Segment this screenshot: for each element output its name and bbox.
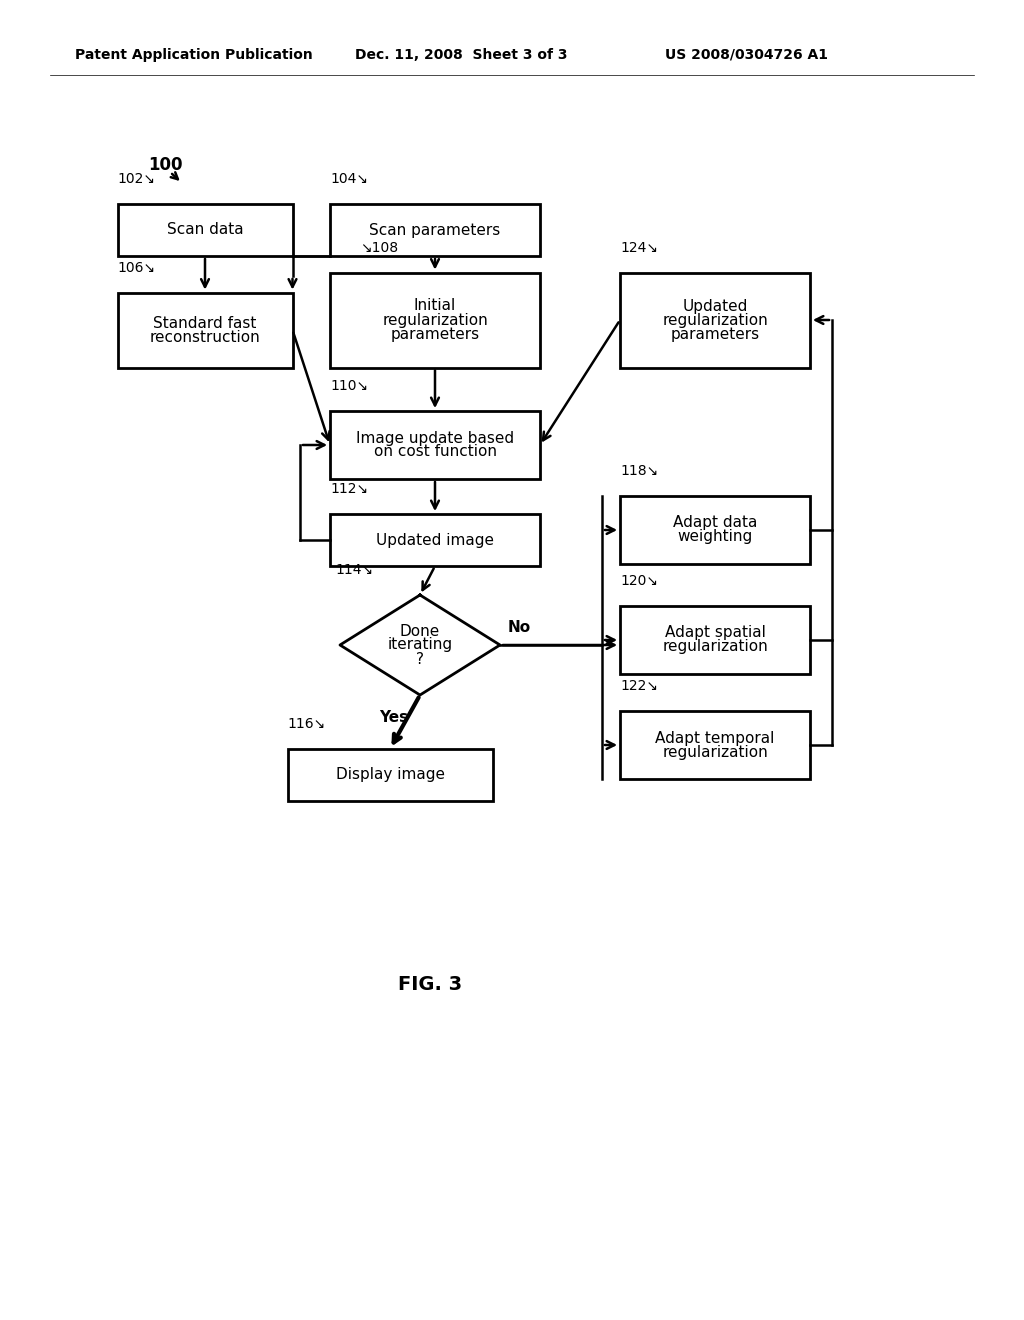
Text: ↘108: ↘108 xyxy=(360,240,398,255)
Text: regularization: regularization xyxy=(663,744,768,759)
Text: 112↘: 112↘ xyxy=(330,482,368,496)
Text: Initial: Initial xyxy=(414,298,456,314)
Text: Yes: Yes xyxy=(379,710,408,725)
Text: 114↘: 114↘ xyxy=(335,564,373,577)
Polygon shape xyxy=(340,595,500,696)
Text: Patent Application Publication: Patent Application Publication xyxy=(75,48,312,62)
Text: Adapt data: Adapt data xyxy=(673,516,757,531)
Text: Adapt temporal: Adapt temporal xyxy=(655,730,775,746)
Text: regularization: regularization xyxy=(663,313,768,327)
Text: FIG. 3: FIG. 3 xyxy=(398,975,462,994)
Bar xyxy=(620,711,810,779)
Bar xyxy=(620,272,810,367)
Text: 116↘: 116↘ xyxy=(288,717,326,731)
Text: on cost function: on cost function xyxy=(374,445,497,459)
Text: Scan parameters: Scan parameters xyxy=(370,223,501,238)
Text: 110↘: 110↘ xyxy=(330,379,368,393)
Bar xyxy=(118,293,293,367)
Text: Scan data: Scan data xyxy=(167,223,244,238)
Text: Dec. 11, 2008  Sheet 3 of 3: Dec. 11, 2008 Sheet 3 of 3 xyxy=(355,48,567,62)
Text: regularization: regularization xyxy=(382,313,487,327)
Bar xyxy=(330,272,540,367)
Text: reconstruction: reconstruction xyxy=(150,330,260,345)
Bar xyxy=(620,606,810,675)
Text: 102↘: 102↘ xyxy=(118,172,156,186)
Text: parameters: parameters xyxy=(671,326,760,342)
Text: Updated: Updated xyxy=(682,298,748,314)
Text: Image update based: Image update based xyxy=(356,430,514,446)
Text: No: No xyxy=(508,620,531,635)
Text: US 2008/0304726 A1: US 2008/0304726 A1 xyxy=(665,48,828,62)
Bar xyxy=(330,411,540,479)
Text: Done: Done xyxy=(400,623,440,639)
Text: 118↘: 118↘ xyxy=(620,465,658,478)
Text: ?: ? xyxy=(416,652,424,667)
Text: Standard fast: Standard fast xyxy=(154,315,257,330)
Text: 124↘: 124↘ xyxy=(620,240,658,255)
Text: iterating: iterating xyxy=(387,638,453,652)
Text: Updated image: Updated image xyxy=(376,532,494,548)
Bar xyxy=(288,748,493,801)
Text: regularization: regularization xyxy=(663,639,768,655)
Text: Display image: Display image xyxy=(336,767,444,783)
Text: weighting: weighting xyxy=(677,529,753,544)
Text: Adapt spatial: Adapt spatial xyxy=(665,626,765,640)
Bar xyxy=(330,513,540,566)
Text: 120↘: 120↘ xyxy=(620,574,658,587)
Bar xyxy=(118,205,293,256)
Text: 122↘: 122↘ xyxy=(620,678,658,693)
Text: 106↘: 106↘ xyxy=(118,260,156,275)
Bar xyxy=(620,496,810,564)
Text: parameters: parameters xyxy=(390,326,479,342)
Text: 104↘: 104↘ xyxy=(330,172,368,186)
Text: 100: 100 xyxy=(148,156,182,174)
Bar xyxy=(330,205,540,256)
